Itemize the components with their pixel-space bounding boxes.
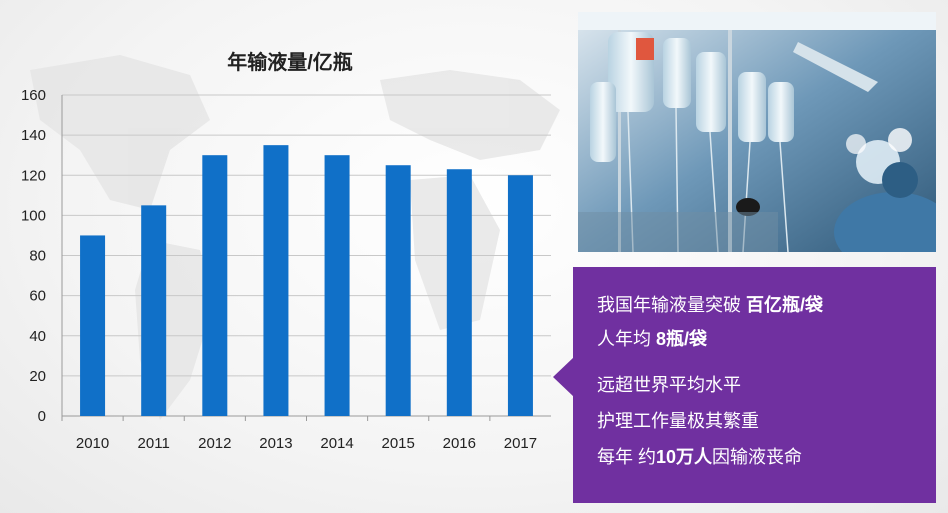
y-tick-label: 100 <box>21 207 46 224</box>
x-tick-label: 2016 <box>443 435 476 452</box>
y-axis-ticks: 0 20 40 60 80 100 120 140 160 <box>21 87 46 425</box>
iv-drip-photo <box>578 12 936 252</box>
y-tick-label: 120 <box>21 167 46 184</box>
bar-2011 <box>141 205 167 416</box>
y-tick-label: 140 <box>21 127 46 144</box>
bar-2015 <box>385 165 411 416</box>
callout-line-2: 人年均 8瓶/袋 <box>597 329 708 349</box>
bars <box>80 145 533 416</box>
x-tick-label: 2014 <box>320 435 353 452</box>
gridlines <box>61 94 551 417</box>
chart-title: 年输液量/亿瓶 <box>227 52 353 74</box>
x-tick-label: 2013 <box>259 435 292 452</box>
y-tick-label: 20 <box>29 368 46 385</box>
bar-2014 <box>324 155 350 416</box>
callout-pointer <box>553 357 574 397</box>
x-tick-label: 2010 <box>76 435 109 452</box>
y-tick-label: 0 <box>38 408 46 425</box>
bar-2012 <box>202 155 228 416</box>
y-tick-label: 40 <box>29 328 46 345</box>
bar-2010 <box>80 235 106 416</box>
y-tick-label: 60 <box>29 288 46 305</box>
x-tick-label: 2012 <box>198 435 231 452</box>
x-tick-label: 2011 <box>138 435 170 452</box>
info-callout: 我国年输液量突破 百亿瓶/袋 人年均 8瓶/袋 远超世界平均水平 护理工作量极其… <box>573 267 936 503</box>
x-tick-label: 2015 <box>382 435 415 452</box>
bar-2016 <box>446 169 472 416</box>
callout-line-5: 每年 约10万人因输液丧命 <box>597 447 803 467</box>
bar-2017 <box>507 175 533 416</box>
callout-line-4: 护理工作量极其繁重 <box>597 411 759 431</box>
y-tick-label: 160 <box>21 87 46 104</box>
y-tick-label: 80 <box>29 248 46 265</box>
x-tick-label: 2017 <box>504 435 537 452</box>
x-axis-ticks: 2010 2011 2012 2013 2014 2015 2016 2017 <box>61 416 537 452</box>
callout-line-1: 我国年输液量突破 百亿瓶/袋 <box>597 295 824 315</box>
bar-2013 <box>263 145 289 416</box>
callout-line-3: 远超世界平均水平 <box>597 375 741 395</box>
